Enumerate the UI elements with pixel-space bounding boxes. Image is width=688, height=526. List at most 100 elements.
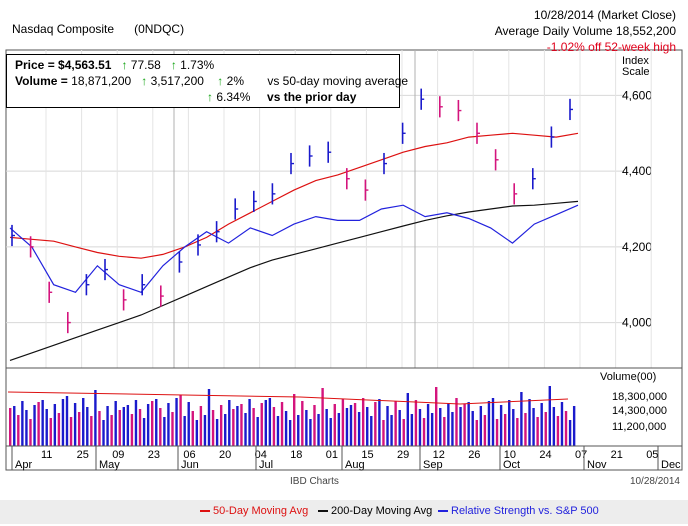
volume-bar bbox=[572, 406, 576, 446]
month-label: Sep bbox=[423, 459, 443, 471]
date-tick-label: 09 bbox=[112, 449, 124, 461]
volume-value: 18,871,200 bbox=[71, 74, 132, 88]
volume-bar bbox=[69, 417, 73, 446]
price-change: 77.58 bbox=[130, 58, 161, 72]
volume-bar bbox=[479, 406, 483, 446]
volume-bar bbox=[406, 393, 409, 446]
volume-bar bbox=[25, 410, 28, 446]
volume-bar bbox=[337, 413, 341, 446]
date-tick-label: 04 bbox=[255, 449, 267, 461]
volume-bar bbox=[471, 411, 474, 446]
volume-bar bbox=[260, 403, 263, 446]
date-tick-label: 23 bbox=[148, 449, 160, 461]
date-tick-label: 18 bbox=[290, 449, 302, 461]
volume-bar bbox=[122, 407, 125, 446]
volume-bar bbox=[17, 415, 20, 446]
date-tick-label: 06 bbox=[183, 449, 195, 461]
price-tick-label: 4,600 bbox=[622, 88, 652, 102]
vs-prior-day: vs the prior day bbox=[267, 90, 357, 104]
date-tick-label: 15 bbox=[361, 449, 373, 461]
volume-bar bbox=[130, 414, 134, 446]
volume-bar bbox=[333, 404, 336, 446]
up-arrow-icon: ↑ bbox=[121, 58, 128, 72]
price-label: Price = bbox=[15, 58, 59, 72]
volume-bar bbox=[297, 415, 300, 446]
volume-bar bbox=[134, 400, 138, 446]
volume-bar bbox=[240, 404, 243, 446]
date-tick-label: 12 bbox=[433, 449, 445, 461]
volume-bar bbox=[325, 409, 328, 446]
volume-bar bbox=[317, 414, 320, 446]
volume-bar bbox=[540, 403, 543, 446]
month-label: May bbox=[99, 459, 120, 471]
volume-bar bbox=[564, 411, 568, 446]
volume-bar bbox=[61, 399, 65, 446]
volume-bar bbox=[57, 413, 61, 446]
volume-bar bbox=[528, 399, 531, 446]
volume-header: Volume(00) bbox=[600, 371, 657, 383]
volume-bar bbox=[276, 416, 280, 446]
volume-bar bbox=[410, 414, 414, 446]
volume-bar bbox=[73, 403, 77, 446]
volume-bar bbox=[321, 388, 324, 446]
date-tick-label: 26 bbox=[468, 449, 480, 461]
volume-bar bbox=[560, 402, 564, 446]
volume-panel: 18,300,000 14,300,000 11,200,000 bbox=[5, 367, 683, 447]
volume-bar bbox=[499, 405, 503, 446]
volume-bar bbox=[435, 387, 438, 446]
volume-bar bbox=[110, 415, 113, 446]
volume-bar bbox=[414, 400, 418, 446]
volume-bar bbox=[167, 403, 170, 446]
volume-bar bbox=[552, 407, 556, 446]
volume-bar bbox=[512, 409, 515, 446]
volume-bar bbox=[353, 403, 357, 446]
prior-day-row: ↑ 6.34% vs the prior day bbox=[207, 89, 356, 105]
volume-bar bbox=[345, 408, 349, 446]
volume-bar bbox=[508, 400, 511, 446]
market-date: 10/28/2014 (Market Close) bbox=[533, 8, 676, 22]
volume-bar bbox=[451, 412, 454, 446]
volume-bar bbox=[29, 419, 32, 446]
volume-bar bbox=[524, 413, 527, 446]
volume-change: 3,517,200 bbox=[150, 74, 204, 88]
month-label: Apr bbox=[15, 459, 32, 471]
legend-ma50-swatch bbox=[200, 510, 210, 513]
volume-bar bbox=[90, 416, 93, 446]
volume-bar bbox=[146, 404, 150, 446]
month-label: Nov bbox=[587, 459, 607, 471]
volume-bar bbox=[215, 419, 219, 446]
volume-bar bbox=[349, 405, 353, 446]
volume-bar bbox=[224, 414, 227, 446]
volume-tick-label: 18,300,000 bbox=[612, 391, 667, 403]
volume-bar bbox=[305, 410, 308, 446]
price-percent: 1.73% bbox=[180, 58, 215, 72]
index-name: Nasdaq Composite bbox=[12, 22, 115, 36]
volume-bar bbox=[459, 407, 462, 446]
date-tick-label: 21 bbox=[611, 449, 623, 461]
up-arrow-icon: ↑ bbox=[141, 74, 148, 88]
date-tick-label: 05 bbox=[646, 449, 658, 461]
volume-bar bbox=[163, 417, 166, 446]
volume-bar bbox=[118, 410, 121, 446]
date-tick-label: 20 bbox=[219, 449, 231, 461]
volume-bar bbox=[293, 394, 296, 446]
prior-percent: 6.34% bbox=[216, 90, 251, 104]
volume-bar bbox=[86, 407, 89, 446]
volume-bar bbox=[94, 390, 97, 446]
volume-bar bbox=[366, 407, 369, 446]
volume-bar bbox=[268, 398, 272, 446]
volume-bar bbox=[77, 412, 81, 446]
volume-bar bbox=[536, 417, 539, 446]
legend-ma200-swatch bbox=[318, 510, 328, 513]
volume-row: Volume = 18,871,200 ↑ 3,517,200 ↑ 2% vs … bbox=[15, 73, 408, 89]
index-scale-line1: Index bbox=[622, 55, 649, 67]
month-label: Oct bbox=[503, 459, 520, 471]
volume-bar bbox=[155, 399, 158, 446]
volume-bar bbox=[65, 396, 69, 446]
stats-box: Price = $4,563.51 ↑ 77.58 ↑ 1.73% Volume… bbox=[6, 54, 408, 108]
ma50-line bbox=[9, 132, 579, 259]
price-tick-label: 4,000 bbox=[622, 316, 652, 330]
volume-bar bbox=[483, 415, 487, 446]
ma200-line bbox=[9, 200, 579, 361]
date-tick-label: 01 bbox=[326, 449, 338, 461]
